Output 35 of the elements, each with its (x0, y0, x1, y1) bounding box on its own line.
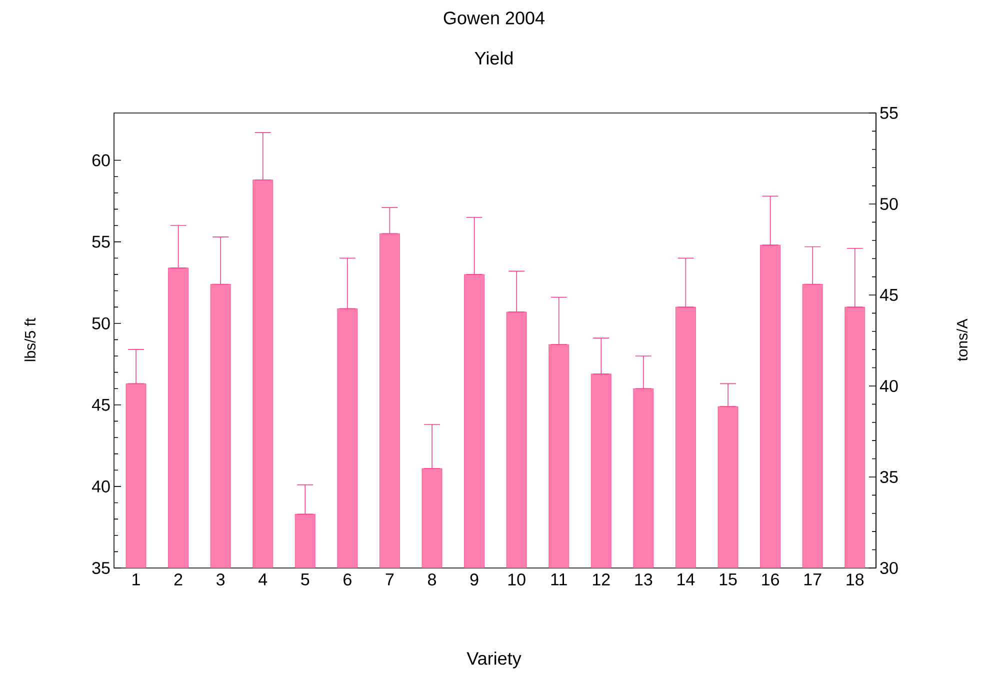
x-tick-label: 11 (551, 574, 567, 586)
x-tick-label: 2 (174, 574, 182, 586)
x-tick-label: 5 (301, 574, 310, 586)
y2-tick-label: 55 (880, 107, 898, 119)
x-tick-label: 16 (762, 574, 779, 586)
y2-tick-label: 50 (880, 198, 898, 210)
x-tick-label: 10 (508, 574, 526, 586)
x-tick-label: 8 (428, 574, 436, 586)
y-tick-label: 50 (92, 317, 110, 330)
chart-title: Gowen 2004 (444, 12, 544, 24)
y2-tick-label: 30 (880, 562, 898, 574)
x-tick-label: 9 (470, 574, 478, 586)
y-tick-label: 60 (92, 154, 110, 166)
y2-axis-title: tons/A (956, 318, 968, 362)
x-tick-label: 13 (635, 574, 652, 586)
x-tick-label: 7 (386, 574, 394, 586)
x-tick-label: 3 (216, 574, 225, 586)
y2-tick-label: 40 (880, 380, 898, 392)
x-tick-label: 14 (678, 574, 695, 586)
y2-tick-label: 45 (880, 289, 898, 301)
chart-subtitle: Yield (474, 51, 513, 65)
y-tick-label: 45 (92, 398, 110, 411)
y-axis-title: lbs/5 ft (24, 318, 36, 362)
y2-tick-label: 35 (880, 470, 898, 484)
x-tick-label: 17 (804, 574, 822, 586)
x-tick-label: 4 (258, 574, 268, 586)
x-tick-label: 18 (846, 574, 864, 586)
y-tick-label: 35 (92, 562, 110, 574)
x-tick-label: 15 (720, 574, 737, 586)
x-tick-label: 1 (132, 574, 140, 586)
x-axis-title: Variety (466, 652, 522, 668)
x-tick-label: 12 (592, 574, 610, 586)
y-tick-label: 55 (92, 236, 110, 248)
x-tick-label: 6 (344, 574, 352, 586)
y-tick-label: 40 (92, 480, 110, 492)
